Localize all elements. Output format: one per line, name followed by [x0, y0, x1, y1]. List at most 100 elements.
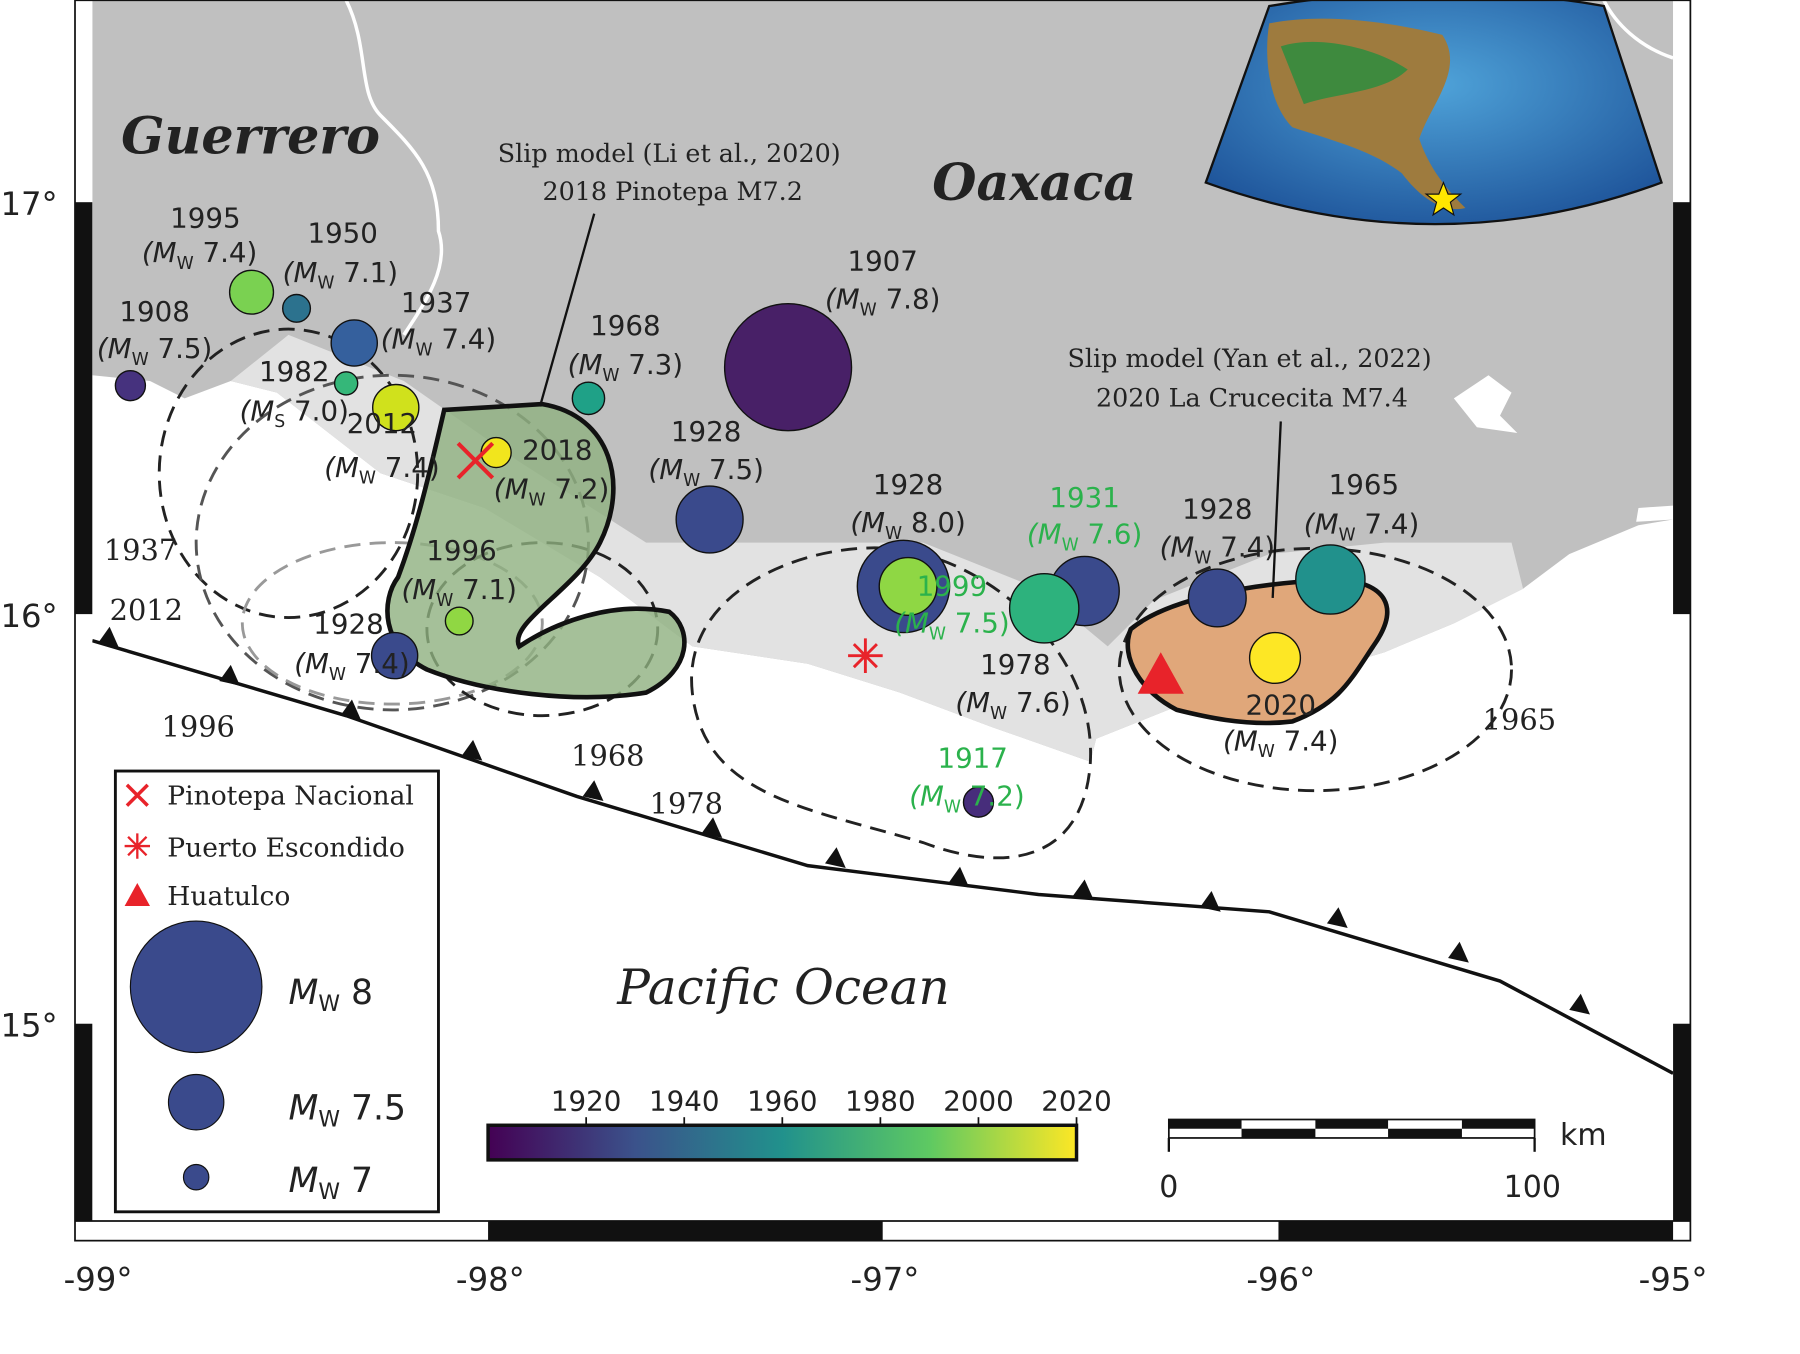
- x-axis-label: -98°: [456, 1260, 525, 1298]
- magnitude-scale: W: [415, 341, 432, 361]
- legend-label: Huatulco: [167, 881, 290, 912]
- rupture-label: 1996: [162, 709, 235, 743]
- event-magnitude: (MW 7.4): [381, 323, 496, 361]
- svg-text:MW 8: MW 8: [288, 973, 373, 1017]
- magnitude-value: 7.6): [1079, 518, 1143, 551]
- legend-label: Puerto Escondido: [167, 832, 405, 863]
- magnitude-value: 7.4): [1275, 724, 1339, 757]
- magnitude-scale: W: [529, 491, 546, 511]
- magnitude-prefix: (M: [1223, 724, 1258, 757]
- magnitude-prefix: (M: [324, 451, 359, 484]
- magnitude-value: 7.1): [453, 573, 517, 606]
- inset-star: [1424, 181, 1463, 217]
- event-magnitude: (MW 7.8): [825, 282, 940, 320]
- magnitude-scale: W: [929, 625, 946, 645]
- scale-label: 0: [1159, 1170, 1178, 1205]
- y-axis-label: 16°: [0, 597, 57, 635]
- colorbar-tick-label: 1920: [551, 1084, 621, 1117]
- region-label: Pacific Ocean: [616, 960, 949, 1016]
- legend-size: M: [288, 973, 318, 1013]
- legend-label: Pinotepa Nacional: [167, 781, 414, 812]
- magnitude-scale: W: [1258, 742, 1275, 762]
- event-circle: [1295, 544, 1366, 615]
- magnitude-scale: W: [1062, 536, 1079, 556]
- event-magnitude: (MW 7.4): [1223, 724, 1338, 762]
- magnitude-scale: W: [990, 704, 1007, 724]
- svg-text:MW 7.5: MW 7.5: [288, 1089, 406, 1133]
- event-year: 2012: [347, 407, 417, 440]
- event-magnitude: (MW 7.4): [324, 451, 439, 489]
- event-year: 1968: [590, 309, 660, 342]
- magnitude-prefix: (M: [955, 686, 990, 719]
- legend-size: W: [318, 1107, 340, 1132]
- colorbar-tick-label: 2000: [943, 1084, 1013, 1117]
- magnitude-value: 7.5): [149, 332, 213, 365]
- pinotepa-marker: [456, 441, 495, 480]
- annotation-arrow: [538, 213, 1282, 599]
- event-year: 1965: [1329, 468, 1399, 501]
- rupture-label: 1978: [650, 787, 723, 821]
- rupture-label: 2012: [110, 593, 183, 627]
- magnitude-prefix: (M: [850, 506, 885, 539]
- scale-bar: 0 100 km: [1159, 1118, 1606, 1205]
- colorbar-tick-label: 1960: [747, 1084, 817, 1117]
- event-circle: [281, 293, 312, 323]
- event-year: 1982: [259, 355, 329, 388]
- event-year: 1999: [917, 570, 987, 603]
- event-year: 1908: [119, 295, 189, 328]
- escondido-marker: [848, 638, 883, 673]
- magnitude-value: 7.6): [1007, 686, 1071, 719]
- magnitude-prefix: (M: [240, 394, 275, 427]
- inset-vegetation: [1280, 41, 1408, 105]
- frame: [74, 0, 1692, 1242]
- event-circle: [444, 606, 474, 636]
- colorbar-ticks: 1920 1940 1960 1980 2000 2020: [551, 1084, 1112, 1126]
- magnitude-scale: W: [683, 471, 700, 491]
- event-magnitude: (MW 7.4): [142, 236, 257, 274]
- event-circle: [878, 556, 938, 616]
- magnitude-value: 7.4): [1356, 507, 1420, 540]
- magnitude-scale: W: [359, 469, 376, 489]
- magnitude-scale: W: [602, 366, 619, 386]
- event-circle: [114, 369, 147, 402]
- magnitude-scale: W: [317, 274, 334, 294]
- magnitude-value: 7.4): [194, 236, 258, 269]
- event-magnitude: (MW 7.4): [294, 647, 409, 685]
- event-magnitude: (MW 7.5): [648, 453, 763, 491]
- region-label: Oaxaca: [932, 152, 1136, 212]
- magnitude-value: 7.3): [619, 348, 683, 381]
- x-axis-label: -97°: [851, 1260, 920, 1298]
- x-axis-label: -96°: [1246, 1260, 1315, 1298]
- magnitude-scale: W: [329, 665, 346, 685]
- event-year: 1950: [307, 217, 377, 250]
- x-axis-label: -99°: [64, 1260, 133, 1298]
- legend-size: W: [318, 992, 340, 1017]
- event-magnitude: (MW 7.2): [909, 780, 1024, 818]
- event-circle: [1187, 568, 1247, 628]
- annotation: 2020 La Crucecita M7.4: [1096, 382, 1408, 412]
- event-magnitude: (MW 8.0): [850, 506, 965, 544]
- state-border: [344, 0, 1674, 336]
- magnitude-prefix: (M: [402, 573, 437, 606]
- event-magnitude: (MW 7.1): [283, 256, 398, 294]
- rupture-label: 1968: [571, 738, 644, 772]
- events: 1908(MW 7.5)1995(MW 7.4)1950(MW 7.1)1937…: [97, 202, 1419, 818]
- event-magnitude: (MW 7.6): [1027, 518, 1142, 556]
- legend-size: 7: [340, 1161, 373, 1201]
- event-circle: [370, 631, 419, 680]
- magnitude-prefix: (M: [494, 473, 529, 506]
- event-magnitude: (MW 7.5): [894, 607, 1009, 645]
- magnitude-value: 7.2): [961, 780, 1025, 813]
- magnitude-prefix: (M: [1027, 518, 1062, 551]
- magnitude-prefix: (M: [294, 647, 329, 680]
- event-year: 1928: [313, 608, 383, 641]
- legend-size: 7.5: [340, 1089, 406, 1129]
- magnitude-prefix: (M: [142, 236, 177, 269]
- magnitude-scale: W: [944, 798, 961, 818]
- magnitude-value: 7.1): [334, 256, 398, 289]
- annotation: 2018 Pinotepa M7.2: [542, 176, 802, 206]
- magnitude-value: 7.5): [700, 453, 764, 486]
- event-circle: [1008, 573, 1080, 644]
- event-circle: [228, 269, 275, 315]
- legend-size: M: [288, 1161, 318, 1201]
